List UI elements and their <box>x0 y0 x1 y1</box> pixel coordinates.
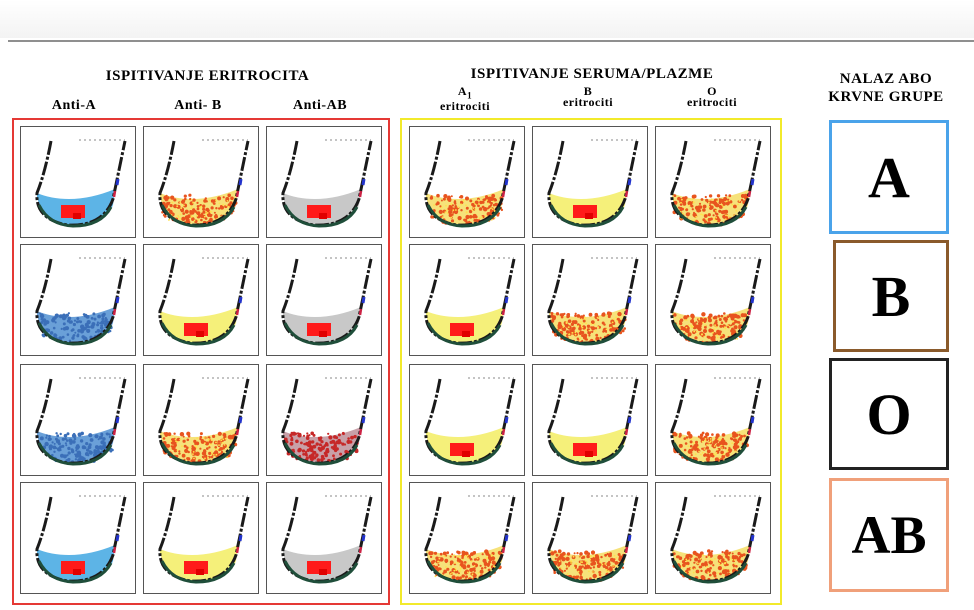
test-well <box>655 244 771 356</box>
test-tube-icon <box>158 139 250 228</box>
column-label-b-erythrocytes: B eritrociti <box>562 84 614 109</box>
test-well <box>266 244 382 356</box>
test-well <box>143 126 259 238</box>
test-well <box>409 364 525 476</box>
test-tube-icon <box>424 495 516 584</box>
test-tube-icon <box>281 139 373 228</box>
column-label-o-erythrocytes: O eritrociti <box>686 84 738 109</box>
test-well <box>655 364 771 476</box>
test-tube-icon <box>158 495 250 584</box>
test-well <box>655 482 771 594</box>
result-group-o: O <box>829 358 949 470</box>
test-well <box>20 364 136 476</box>
test-tube-icon <box>670 377 762 466</box>
test-tube-icon <box>424 257 516 346</box>
test-tube-icon <box>158 257 250 346</box>
test-tube-icon <box>670 495 762 584</box>
test-well <box>20 126 136 238</box>
test-tube-icon <box>35 257 127 346</box>
column-label-a1-erythrocytes: A1 eritrociti <box>439 84 491 114</box>
test-well <box>409 244 525 356</box>
column-label-anti-ab: Anti-AB <box>292 98 348 113</box>
column-label-anti-b: Anti- B <box>174 98 222 113</box>
test-tube-icon <box>547 377 639 466</box>
serum-test-title: ISPITIVANJE SERUMA/PLAZME <box>470 66 714 82</box>
erythrocyte-test-frame <box>12 118 390 605</box>
result-group-ab: AB <box>829 478 949 592</box>
test-tube-icon <box>35 495 127 584</box>
test-tube-icon <box>424 139 516 228</box>
header-divider <box>8 40 974 42</box>
test-well <box>266 482 382 594</box>
test-tube-icon <box>670 139 762 228</box>
test-well <box>532 482 648 594</box>
test-well <box>532 244 648 356</box>
test-well <box>20 482 136 594</box>
test-tube-icon <box>35 139 127 228</box>
test-well <box>409 126 525 238</box>
test-tube-icon <box>547 495 639 584</box>
test-tube-icon <box>281 377 373 466</box>
column-label-anti-a: Anti-A <box>51 98 97 113</box>
test-well <box>532 126 648 238</box>
test-tube-icon <box>547 257 639 346</box>
serum-test-frame <box>400 118 782 605</box>
test-tube-icon <box>424 377 516 466</box>
test-tube-icon <box>670 257 762 346</box>
top-bar <box>0 0 974 38</box>
test-well <box>266 126 382 238</box>
test-tube-icon <box>35 377 127 466</box>
test-well <box>143 482 259 594</box>
result-group-a: A <box>829 120 949 234</box>
result-title: NALAZ ABO KRVNE GRUPE <box>828 71 944 105</box>
test-well <box>532 364 648 476</box>
test-tube-icon <box>547 139 639 228</box>
test-well <box>143 244 259 356</box>
test-well <box>20 244 136 356</box>
test-well <box>143 364 259 476</box>
test-well <box>409 482 525 594</box>
test-tube-icon <box>281 257 373 346</box>
test-well <box>655 126 771 238</box>
test-tube-icon <box>158 377 250 466</box>
test-well <box>266 364 382 476</box>
test-tube-icon <box>281 495 373 584</box>
result-group-b: B <box>833 240 949 352</box>
erythrocyte-test-title: ISPITIVANJE ERITROCITA <box>105 68 310 84</box>
